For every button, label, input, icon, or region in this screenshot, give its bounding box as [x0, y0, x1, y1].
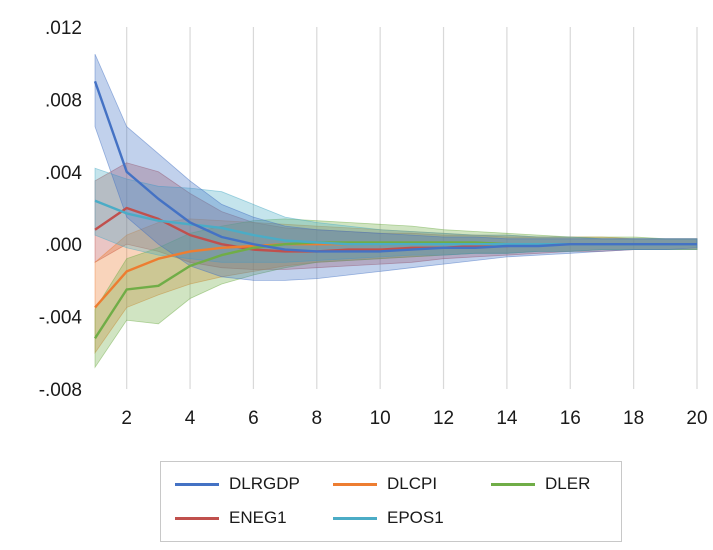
y-tick-label: .004	[45, 163, 82, 184]
legend-label-dler: DLER	[545, 474, 591, 493]
legend-item-dler: DLER	[491, 474, 590, 494]
x-tick-label: 4	[185, 408, 196, 429]
x-tick-label: 10	[370, 408, 391, 429]
y-tick-label: .012	[45, 18, 82, 39]
legend-label-dlcpi: DLCPI	[387, 474, 438, 493]
line-dlrgdp	[93, 80, 697, 253]
legend-item-epos1: EPOS1	[333, 508, 444, 528]
x-tick-label: 2	[121, 408, 132, 429]
legend: DLRGDP DLCPI DLER ENEG1 EPOS1	[160, 461, 622, 542]
x-tick-label: 20	[686, 408, 707, 429]
legend-swatch-epos1	[333, 516, 377, 520]
legend-swatch-dlcpi	[333, 482, 377, 486]
x-tick-label: 12	[433, 408, 454, 429]
legend-label-eneg1: ENEG1	[229, 508, 287, 527]
legend-label-dlrgdp: DLRGDP	[229, 474, 300, 493]
y-tick-label: .008	[45, 90, 82, 111]
x-tick-label: 16	[560, 408, 581, 429]
band-dlrgdp	[94, 53, 698, 281]
legend-item-dlcpi: DLCPI	[333, 474, 437, 494]
impulse-response-chart: -.008 -.004 .000 .004 .008 .012 2 4 6 8 10 12 14 16 1…	[39, 18, 708, 429]
legend-item-eneg1: ENEG1	[175, 508, 287, 528]
y-tick-label: -.008	[39, 380, 82, 401]
y-tick-label: -.004	[39, 308, 83, 329]
legend-label-epos1: EPOS1	[387, 508, 444, 527]
y-tick-label: .000	[45, 235, 82, 256]
x-axis-tick-labels: 2 4 6 8 10 12 14 16 18 20	[121, 408, 707, 429]
response-lines	[93, 80, 697, 339]
legend-item-dlrgdp: DLRGDP	[175, 474, 300, 494]
x-tick-label: 8	[312, 408, 323, 429]
legend-swatch-dler	[491, 482, 535, 486]
vertical-gridlines	[126, 27, 698, 389]
y-axis-tick-labels: -.008 -.004 .000 .004 .008 .012	[39, 18, 83, 401]
legend-swatch-dlrgdp	[175, 482, 219, 486]
x-tick-label: 6	[248, 408, 259, 429]
confidence-bands	[94, 53, 698, 369]
x-tick-label: 14	[496, 408, 518, 429]
legend-swatch-eneg1	[175, 516, 219, 520]
x-tick-label: 18	[623, 408, 644, 429]
